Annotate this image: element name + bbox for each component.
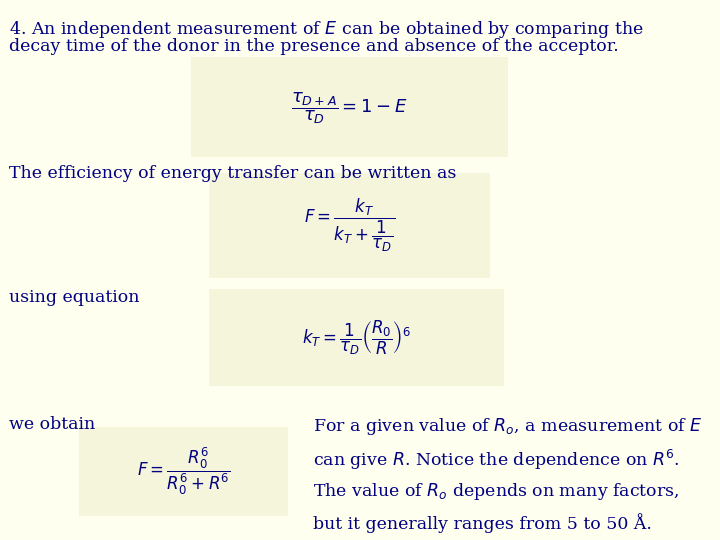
Text: $F = \dfrac{k_T}{k_T + \dfrac{1}{\tau_D}}$: $F = \dfrac{k_T}{k_T + \dfrac{1}{\tau_D}… bbox=[304, 197, 395, 254]
Text: $F = \dfrac{R_0^6}{R_0^6 + R^6}$: $F = \dfrac{R_0^6}{R_0^6 + R^6}$ bbox=[137, 445, 230, 497]
Text: using equation: using equation bbox=[9, 289, 139, 306]
Text: The efficiency of energy transfer can be written as: The efficiency of energy transfer can be… bbox=[9, 165, 456, 181]
Text: For a given value of $R_o$, a measurement of $E$: For a given value of $R_o$, a measuremen… bbox=[313, 416, 703, 437]
Text: can give $R$. Notice the dependence on $R^6$.: can give $R$. Notice the dependence on $… bbox=[313, 448, 680, 472]
FancyBboxPatch shape bbox=[79, 427, 288, 516]
Text: The value of $R_o$ depends on many factors,: The value of $R_o$ depends on many facto… bbox=[313, 481, 680, 502]
Text: 4. An independent measurement of $E$ can be obtained by comparing the: 4. An independent measurement of $E$ can… bbox=[9, 19, 643, 40]
Text: we obtain: we obtain bbox=[9, 416, 95, 433]
Text: $k_T = \dfrac{1}{\tau_D}\left(\dfrac{R_0}{R}\right)^6$: $k_T = \dfrac{1}{\tau_D}\left(\dfrac{R_0… bbox=[302, 319, 411, 356]
FancyBboxPatch shape bbox=[209, 173, 490, 278]
Text: decay time of the donor in the presence and absence of the acceptor.: decay time of the donor in the presence … bbox=[9, 38, 618, 55]
FancyBboxPatch shape bbox=[209, 289, 504, 386]
Text: but it generally ranges from 5 to 50 Å.: but it generally ranges from 5 to 50 Å. bbox=[313, 513, 652, 533]
Text: $\dfrac{\tau_{D+A}}{\tau_{D}} = 1 - E$: $\dfrac{\tau_{D+A}}{\tau_{D}} = 1 - E$ bbox=[291, 90, 408, 126]
FancyBboxPatch shape bbox=[191, 57, 508, 157]
